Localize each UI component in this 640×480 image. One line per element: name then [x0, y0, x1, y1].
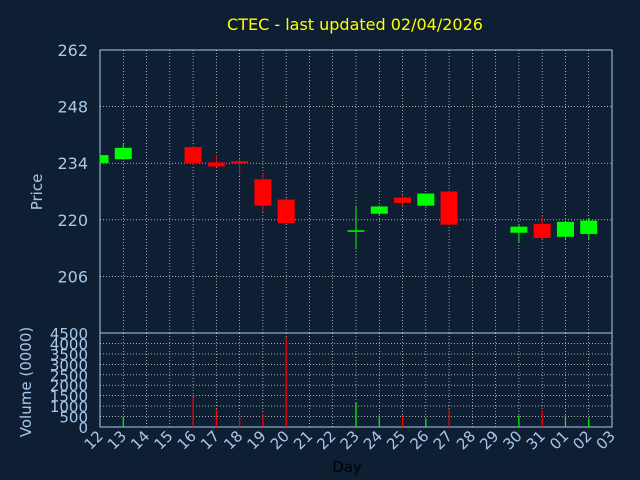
- volume-tick-label: 1000: [50, 398, 88, 416]
- candle-body: [231, 161, 249, 164]
- candle-body: [347, 230, 365, 232]
- price-axis-title: Price: [28, 174, 46, 211]
- day-axis-title: Day: [332, 458, 362, 476]
- volume-tick-label: 3000: [50, 356, 88, 374]
- volume-tick-label: 1500: [50, 388, 88, 406]
- price-tick-label: 248: [57, 98, 88, 117]
- price-tick-label: 220: [57, 211, 88, 230]
- candle-body: [277, 199, 295, 224]
- volume-tick-label: 4000: [50, 335, 88, 353]
- volume-tick-label: 2500: [50, 367, 88, 385]
- volume-tick-label: 4500: [50, 325, 88, 343]
- candle-body: [510, 226, 528, 233]
- candle-body: [370, 206, 388, 214]
- candle-body: [184, 147, 202, 164]
- candle-body: [114, 147, 132, 160]
- candle-body: [394, 197, 412, 203]
- chart-title: CTEC - last updated 02/04/2026: [227, 15, 483, 34]
- candle-body: [207, 162, 225, 167]
- volume-tick-label: 0: [78, 419, 88, 437]
- volume-tick-label: 2000: [50, 377, 88, 395]
- candle-body: [440, 191, 458, 225]
- volume-tick-label: 500: [59, 409, 88, 427]
- candle-body: [556, 221, 574, 237]
- candle-body: [533, 223, 551, 238]
- price-panel: 206 220 234 248 262: [57, 41, 613, 334]
- volume-axis-title: Volume (0000): [17, 327, 35, 437]
- price-tick-label: 206: [57, 267, 88, 286]
- x-tick-labels: 1213141516171819202122232425262728293031…: [81, 427, 619, 453]
- day-tick-label: 03: [593, 427, 619, 453]
- candle-body: [580, 220, 598, 234]
- price-tick-label: 262: [57, 41, 88, 60]
- candle-body: [417, 193, 435, 206]
- volume-tick-label: 3500: [50, 346, 88, 364]
- candle-body: [100, 155, 109, 164]
- price-tick-label: 234: [57, 154, 88, 173]
- candle-body: [254, 179, 272, 206]
